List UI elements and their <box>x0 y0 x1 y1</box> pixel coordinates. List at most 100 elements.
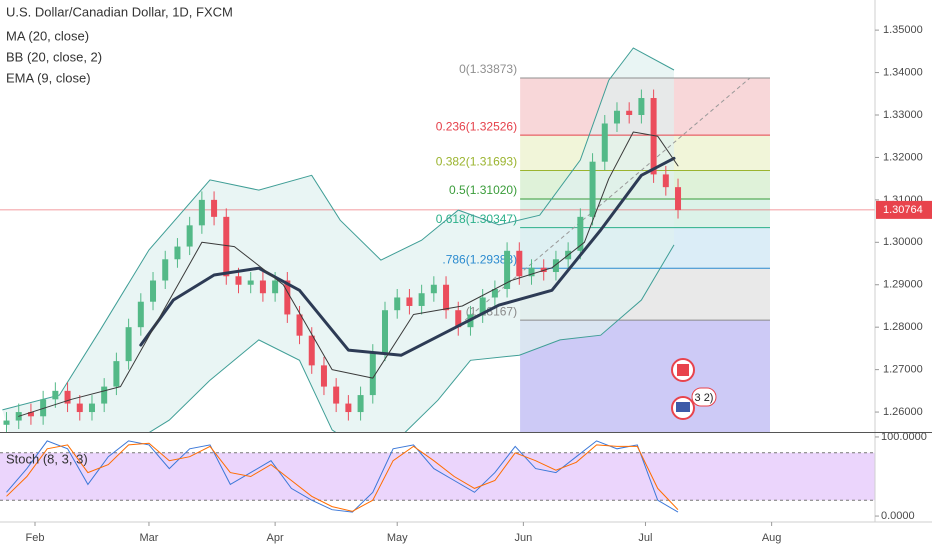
candle-body <box>491 288 498 298</box>
y-tick-label: 1.34000 <box>883 66 923 78</box>
x-tick-label: Jul <box>638 532 652 544</box>
fib-level-label: 0.236(1.32526) <box>436 119 517 133</box>
y-tick-label: 0.0000 <box>881 510 915 522</box>
candle-body <box>638 98 645 116</box>
fib-level-label: 0(1.33873) <box>459 62 517 76</box>
candle-body <box>284 280 291 315</box>
pane-title: Stoch (8, 3, 3) <box>6 451 88 466</box>
candle-body <box>589 161 596 217</box>
fib-level-label: 0.382(1.31693) <box>436 155 517 169</box>
candle-body <box>430 284 437 294</box>
candle-body <box>479 297 486 315</box>
candle-body <box>76 403 83 413</box>
stoch-pane <box>0 440 875 513</box>
last-price-label: 1.30764 <box>883 204 923 216</box>
x-tick-label: Feb <box>26 532 45 544</box>
candle-body <box>675 187 682 211</box>
candle-body <box>247 280 254 285</box>
candle-body <box>369 352 376 396</box>
overlay-line <box>18 131 679 417</box>
x-tick-label: Mar <box>139 532 158 544</box>
candle-body <box>40 399 47 417</box>
candle-body <box>308 335 315 366</box>
candle-body <box>223 216 230 277</box>
overlay: 3 2) <box>671 358 717 420</box>
candle-body <box>162 259 169 281</box>
candle-body <box>186 225 193 247</box>
candle-body <box>137 301 144 328</box>
x-tick-label: Apr <box>267 532 284 544</box>
fib-level-label: 0.5(1.31020) <box>449 183 517 197</box>
candle-body <box>113 361 120 387</box>
candle-body <box>662 174 669 188</box>
candle-body <box>235 276 242 285</box>
candle-body <box>345 403 352 413</box>
candle-body <box>333 386 340 404</box>
y-tick-label: 1.28000 <box>883 321 923 333</box>
candle-body <box>296 314 303 336</box>
x-tick-label: Jun <box>514 532 532 544</box>
candle-body <box>382 310 388 353</box>
event-flag-icon <box>677 364 689 376</box>
y-tick-label: 1.33000 <box>883 109 923 121</box>
stoch-line <box>6 442 679 512</box>
candle-body <box>516 250 523 277</box>
candle-body <box>198 199 205 226</box>
main-pane: 0(1.33873) 0.236(1.32526) 0.382(1.31693) 0.… <box>0 47 875 432</box>
event-label: 3 2) <box>695 392 714 404</box>
y-tick-label: 100.0000 <box>881 431 927 443</box>
event-count-badge <box>691 387 717 407</box>
candle-body <box>552 259 559 273</box>
bb-upper <box>2 47 675 411</box>
y-tick-label: 1.30000 <box>883 236 923 248</box>
candle-body <box>626 110 633 116</box>
stoch-line <box>6 440 679 513</box>
x-tick-label: May <box>387 532 408 544</box>
fib-trend-line <box>464 77 751 321</box>
event-flag-icon <box>676 402 690 412</box>
y-tick-label: 1.26000 <box>883 406 923 418</box>
candle-body <box>150 280 157 302</box>
y-tick-label: 1.27000 <box>883 364 923 376</box>
candle-body <box>27 412 34 417</box>
last-price-tag <box>876 200 932 219</box>
y-tick-label: 1.29000 <box>883 279 923 291</box>
candle-body <box>394 297 401 311</box>
legend-entry: MA (20, close) <box>6 28 89 43</box>
candle-body <box>211 199 218 217</box>
candle-body <box>357 395 364 413</box>
y-tick-label: 1.35000 <box>883 24 923 36</box>
candle-body <box>577 216 584 251</box>
legend-entry: EMA (9, close) <box>6 70 91 85</box>
candle-body <box>88 403 95 413</box>
candle-body <box>650 98 657 175</box>
bb-fill <box>2 47 674 432</box>
candle-body <box>613 110 620 124</box>
chart-title: U.S. Dollar/Canadian Dollar, 1D, FXCM <box>6 4 233 19</box>
candle-body <box>455 310 462 328</box>
x-tick-label: Aug <box>762 532 782 544</box>
candle-body <box>125 327 132 362</box>
candle-body <box>3 420 10 425</box>
legend-entry: BB (20, close, 2) <box>6 49 102 64</box>
candle-body <box>101 386 108 404</box>
candle-body <box>259 280 266 294</box>
candle-body <box>320 365 327 387</box>
candle-body <box>504 250 511 289</box>
candle-body <box>174 246 181 260</box>
fib-level-label: .786(1.29388) <box>442 252 517 266</box>
y-tick-label: 1.32000 <box>883 151 923 163</box>
candle-body <box>52 390 59 400</box>
fib-level-label: 0.618(1.30347) <box>436 212 517 226</box>
candle-body <box>443 284 450 311</box>
candle-body <box>601 123 608 162</box>
bb-lower <box>149 244 675 432</box>
candle-body <box>406 297 413 306</box>
candle-body <box>64 390 71 404</box>
candle-body <box>528 267 535 277</box>
overlay-line <box>139 156 676 357</box>
candle-body <box>418 293 425 306</box>
candle-body <box>272 280 279 294</box>
